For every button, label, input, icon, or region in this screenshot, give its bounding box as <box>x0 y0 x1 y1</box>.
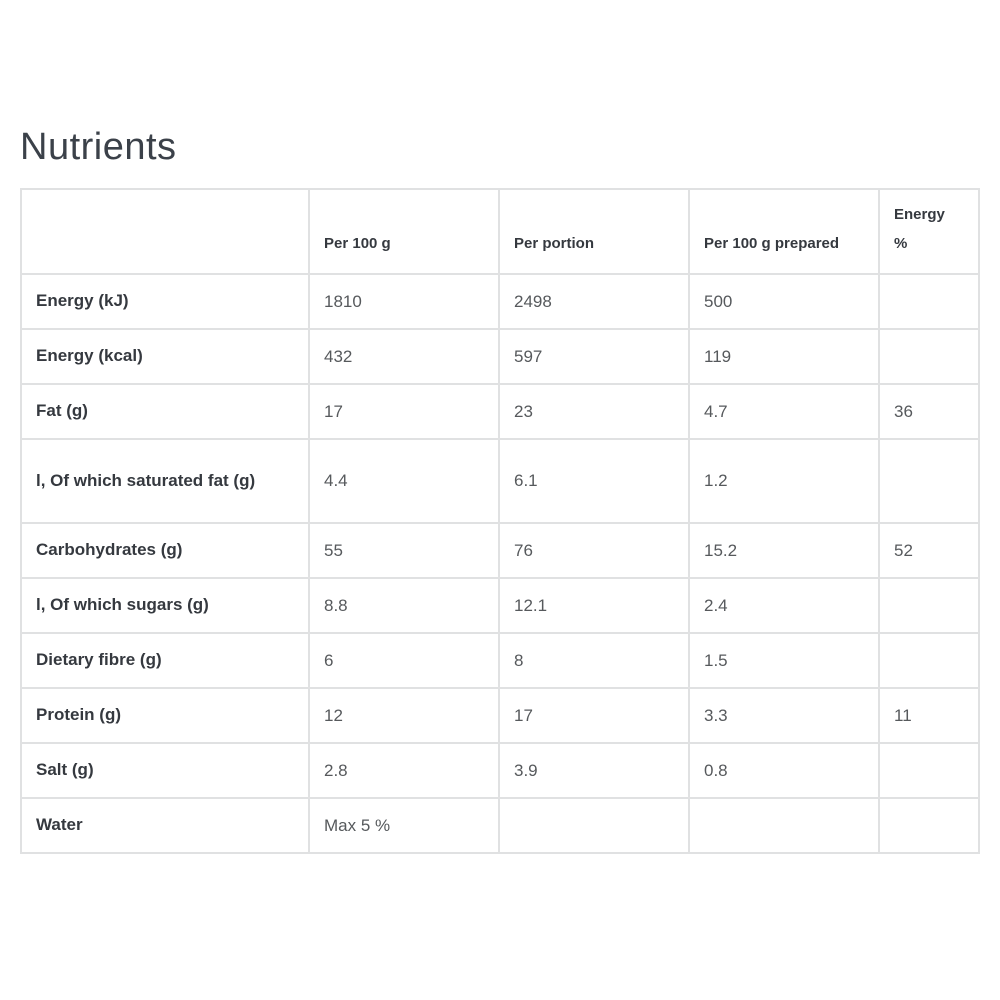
cell-energy-percent <box>878 632 980 689</box>
header-per-100g: Per 100 g <box>308 187 500 275</box>
cell-per-100g: 1810 <box>308 273 500 330</box>
row-label: l, Of which saturated fat (g) <box>20 438 310 524</box>
cell-energy-percent: 11 <box>878 687 980 744</box>
cell-energy-percent <box>878 797 980 854</box>
table-row-sugars: l, Of which sugars (g) 8.8 12.1 2.4 <box>20 577 980 634</box>
table-row-fat: Fat (g) 17 23 4.7 36 <box>20 383 980 440</box>
cell-per-100g: 17 <box>308 383 500 440</box>
table-row-salt: Salt (g) 2.8 3.9 0.8 <box>20 742 980 799</box>
row-label: l, Of which sugars (g) <box>20 577 310 634</box>
row-label: Salt (g) <box>20 742 310 799</box>
table-row-carbohydrates: Carbohydrates (g) 55 76 15.2 52 <box>20 522 980 579</box>
cell-per-100g: 12 <box>308 687 500 744</box>
cell-energy-percent <box>878 438 980 524</box>
cell-energy-percent: 52 <box>878 522 980 579</box>
table-row-dietary-fibre: Dietary fibre (g) 6 8 1.5 <box>20 632 980 689</box>
cell-energy-percent: 36 <box>878 383 980 440</box>
header-energy-percent: Energy % <box>878 187 980 275</box>
cell-per-100g-prepared: 500 <box>688 273 880 330</box>
page-title: Nutrients <box>20 126 177 168</box>
nutrients-table: Per 100 g Per portion Per 100 g prepared… <box>20 187 980 854</box>
cell-per-100g: Max 5 % <box>308 797 500 854</box>
cell-per-portion: 6.1 <box>498 438 690 524</box>
cell-per-100g: 6 <box>308 632 500 689</box>
cell-per-portion <box>498 797 690 854</box>
cell-per-portion: 597 <box>498 328 690 385</box>
row-label: Energy (kJ) <box>20 273 310 330</box>
table-row-water: Water Max 5 % <box>20 797 980 854</box>
cell-energy-percent <box>878 742 980 799</box>
cell-per-100g-prepared: 4.7 <box>688 383 880 440</box>
cell-energy-percent <box>878 577 980 634</box>
cell-per-100g-prepared <box>688 797 880 854</box>
cell-per-portion: 2498 <box>498 273 690 330</box>
header-per-100g-prepared: Per 100 g prepared <box>688 187 880 275</box>
cell-per-100g: 4.4 <box>308 438 500 524</box>
cell-per-100g: 55 <box>308 522 500 579</box>
cell-per-100g-prepared: 15.2 <box>688 522 880 579</box>
row-label: Water <box>20 797 310 854</box>
header-per-portion: Per portion <box>498 187 690 275</box>
cell-per-portion: 12.1 <box>498 577 690 634</box>
table-row-energy-kcal: Energy (kcal) 432 597 119 <box>20 328 980 385</box>
cell-per-100g-prepared: 2.4 <box>688 577 880 634</box>
cell-per-100g-prepared: 0.8 <box>688 742 880 799</box>
row-label: Carbohydrates (g) <box>20 522 310 579</box>
header-empty-cell <box>20 187 310 275</box>
cell-per-100g-prepared: 119 <box>688 328 880 385</box>
table-row-energy-kj: Energy (kJ) 1810 2498 500 <box>20 273 980 330</box>
row-label: Energy (kcal) <box>20 328 310 385</box>
cell-per-100g-prepared: 1.2 <box>688 438 880 524</box>
row-label: Dietary fibre (g) <box>20 632 310 689</box>
page-container: Nutrients Per 100 g Per portion Per 100 … <box>20 126 980 854</box>
cell-per-portion: 76 <box>498 522 690 579</box>
cell-per-100g: 432 <box>308 328 500 385</box>
table-row-protein: Protein (g) 12 17 3.3 11 <box>20 687 980 744</box>
row-label: Fat (g) <box>20 383 310 440</box>
cell-energy-percent <box>878 273 980 330</box>
cell-per-portion: 23 <box>498 383 690 440</box>
cell-energy-percent <box>878 328 980 385</box>
cell-per-100g: 2.8 <box>308 742 500 799</box>
table-row-saturated-fat: l, Of which saturated fat (g) 4.4 6.1 1.… <box>20 438 980 524</box>
table-header-row: Per 100 g Per portion Per 100 g prepared… <box>20 187 980 275</box>
cell-per-portion: 3.9 <box>498 742 690 799</box>
cell-per-100g-prepared: 1.5 <box>688 632 880 689</box>
cell-per-100g: 8.8 <box>308 577 500 634</box>
row-label: Protein (g) <box>20 687 310 744</box>
cell-per-portion: 17 <box>498 687 690 744</box>
cell-per-100g-prepared: 3.3 <box>688 687 880 744</box>
cell-per-portion: 8 <box>498 632 690 689</box>
